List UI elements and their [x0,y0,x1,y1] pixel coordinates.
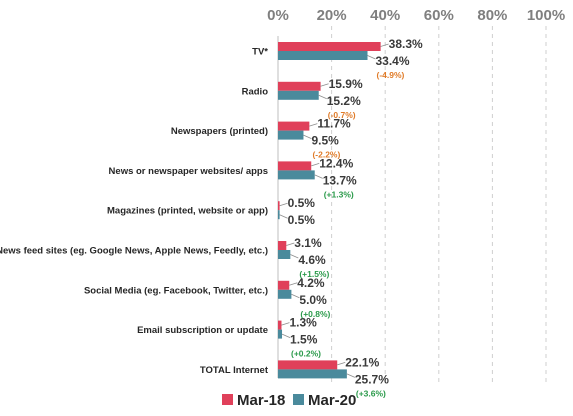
leader-line [337,362,346,366]
bar-mar-18 [278,42,381,51]
change-label: (+0.8%) [300,309,330,319]
value-labels: 38.3% 33.4% 15.9% 15.2% 11.7% 9.5% 12.4% 13.7% 0… [288,37,423,386]
leader-line [279,202,288,207]
leader-line [281,322,290,326]
legend: Mar-18 Mar-20 [222,392,356,409]
change-label: (-2.2%) [312,150,340,160]
value-label-mar-18: 4.2% [297,276,325,290]
value-label-mar-18: 12.4% [319,156,353,170]
bar-mar-20 [278,289,292,299]
change-label: (-0.7%) [328,110,356,120]
bar-mar-20 [278,369,347,379]
bar-mar-18 [278,161,312,171]
leader-line [291,293,300,299]
value-label-mar-20: 0.5% [288,213,316,227]
bar-mar-20 [278,250,291,259]
legend-label-mar-20: Mar-20 [308,392,356,409]
bar-mar-18 [278,241,287,250]
x-tick-label: 0% [267,7,289,24]
change-label: (+1.5%) [299,269,329,279]
bar-mar-18 [278,81,321,91]
value-label-mar-20: 13.7% [323,173,357,187]
legend-swatch-mar-18 [222,394,233,405]
legend-label-mar-18: Mar-18 [237,392,285,409]
bar-mar-20 [278,90,319,100]
x-tick-label: 40% [370,7,400,24]
value-label-mar-20: 4.6% [298,253,326,267]
leader-line [289,282,298,286]
x-tick-label: 60% [424,7,454,24]
leader-line [367,55,376,60]
value-label-mar-18: 38.3% [389,37,423,51]
value-label-mar-20: 15.2% [327,94,361,108]
category-label: Magazines (printed, website or app) [107,206,268,217]
x-tick-label: 100% [527,7,565,24]
value-label-mar-18: 1.3% [289,316,317,330]
bar-mar-18 [278,201,280,211]
bars [278,42,381,379]
leader-line [314,174,323,179]
leader-line [346,373,356,378]
change-labels: (-4.9%) (-0.7%) (-2.2%) (+1.3%) (+1.5%) (+0.8… [291,70,405,398]
x-tick-label: 80% [477,7,507,24]
value-label-mar-18: 0.5% [288,196,316,210]
leader-line [279,214,288,219]
bar-mar-20 [278,329,283,339]
x-tick-label: 20% [317,7,347,24]
bar-mar-20 [278,130,304,140]
x-axis-tick-labels: 0% 20% 40% 60% 80% 100% [267,7,565,24]
bar-mar-18 [278,320,282,330]
change-label: (+3.6%) [356,388,386,398]
value-label-mar-20: 1.5% [290,333,318,347]
bar-mar-20 [278,210,280,220]
leader-line [290,254,299,259]
category-label: Email subscription or update [137,325,268,336]
gridlines [277,26,547,384]
leader-line [311,163,320,167]
category-labels: TV* Radio Newspapers (printed) News or news… [0,47,269,376]
value-label-mar-18: 11.7% [317,117,351,131]
value-label-mar-20: 25.7% [355,372,389,386]
leader-line [318,94,327,100]
leader-line [281,333,291,338]
change-label: (-4.9%) [377,70,405,80]
value-label-mar-20: 33.4% [376,54,410,68]
leader-lines [279,43,389,378]
leader-line [303,134,312,139]
leader-line [380,43,389,47]
category-label: TV* [252,47,268,58]
bar-mar-20 [278,51,368,60]
leader-line [309,123,318,127]
value-label-mar-18: 22.1% [345,355,379,369]
value-label-mar-20: 5.0% [299,293,327,307]
change-label: (+0.2%) [291,349,321,359]
bar-mar-18 [278,280,290,290]
change-label: (+1.3%) [324,189,354,199]
category-label: News or newspaper websites/ apps [109,166,268,177]
leader-line [286,242,295,246]
value-label-mar-18: 3.1% [294,236,322,250]
legend-swatch-mar-20 [293,394,304,405]
category-label: Radio [242,86,269,97]
leader-line [320,83,329,87]
bar-mar-18 [278,360,338,370]
category-label: TOTAL Internet [200,365,269,376]
value-label-mar-20: 9.5% [311,134,339,148]
category-label: News feed sites (eg. Google News, Apple … [0,246,268,257]
bar-mar-20 [278,170,315,180]
category-label: Social Media (eg. Facebook, Twitter, etc… [84,285,268,296]
category-label: Newspapers (printed) [171,126,268,137]
bar-mar-18 [278,121,310,131]
value-label-mar-18: 15.9% [329,77,363,91]
